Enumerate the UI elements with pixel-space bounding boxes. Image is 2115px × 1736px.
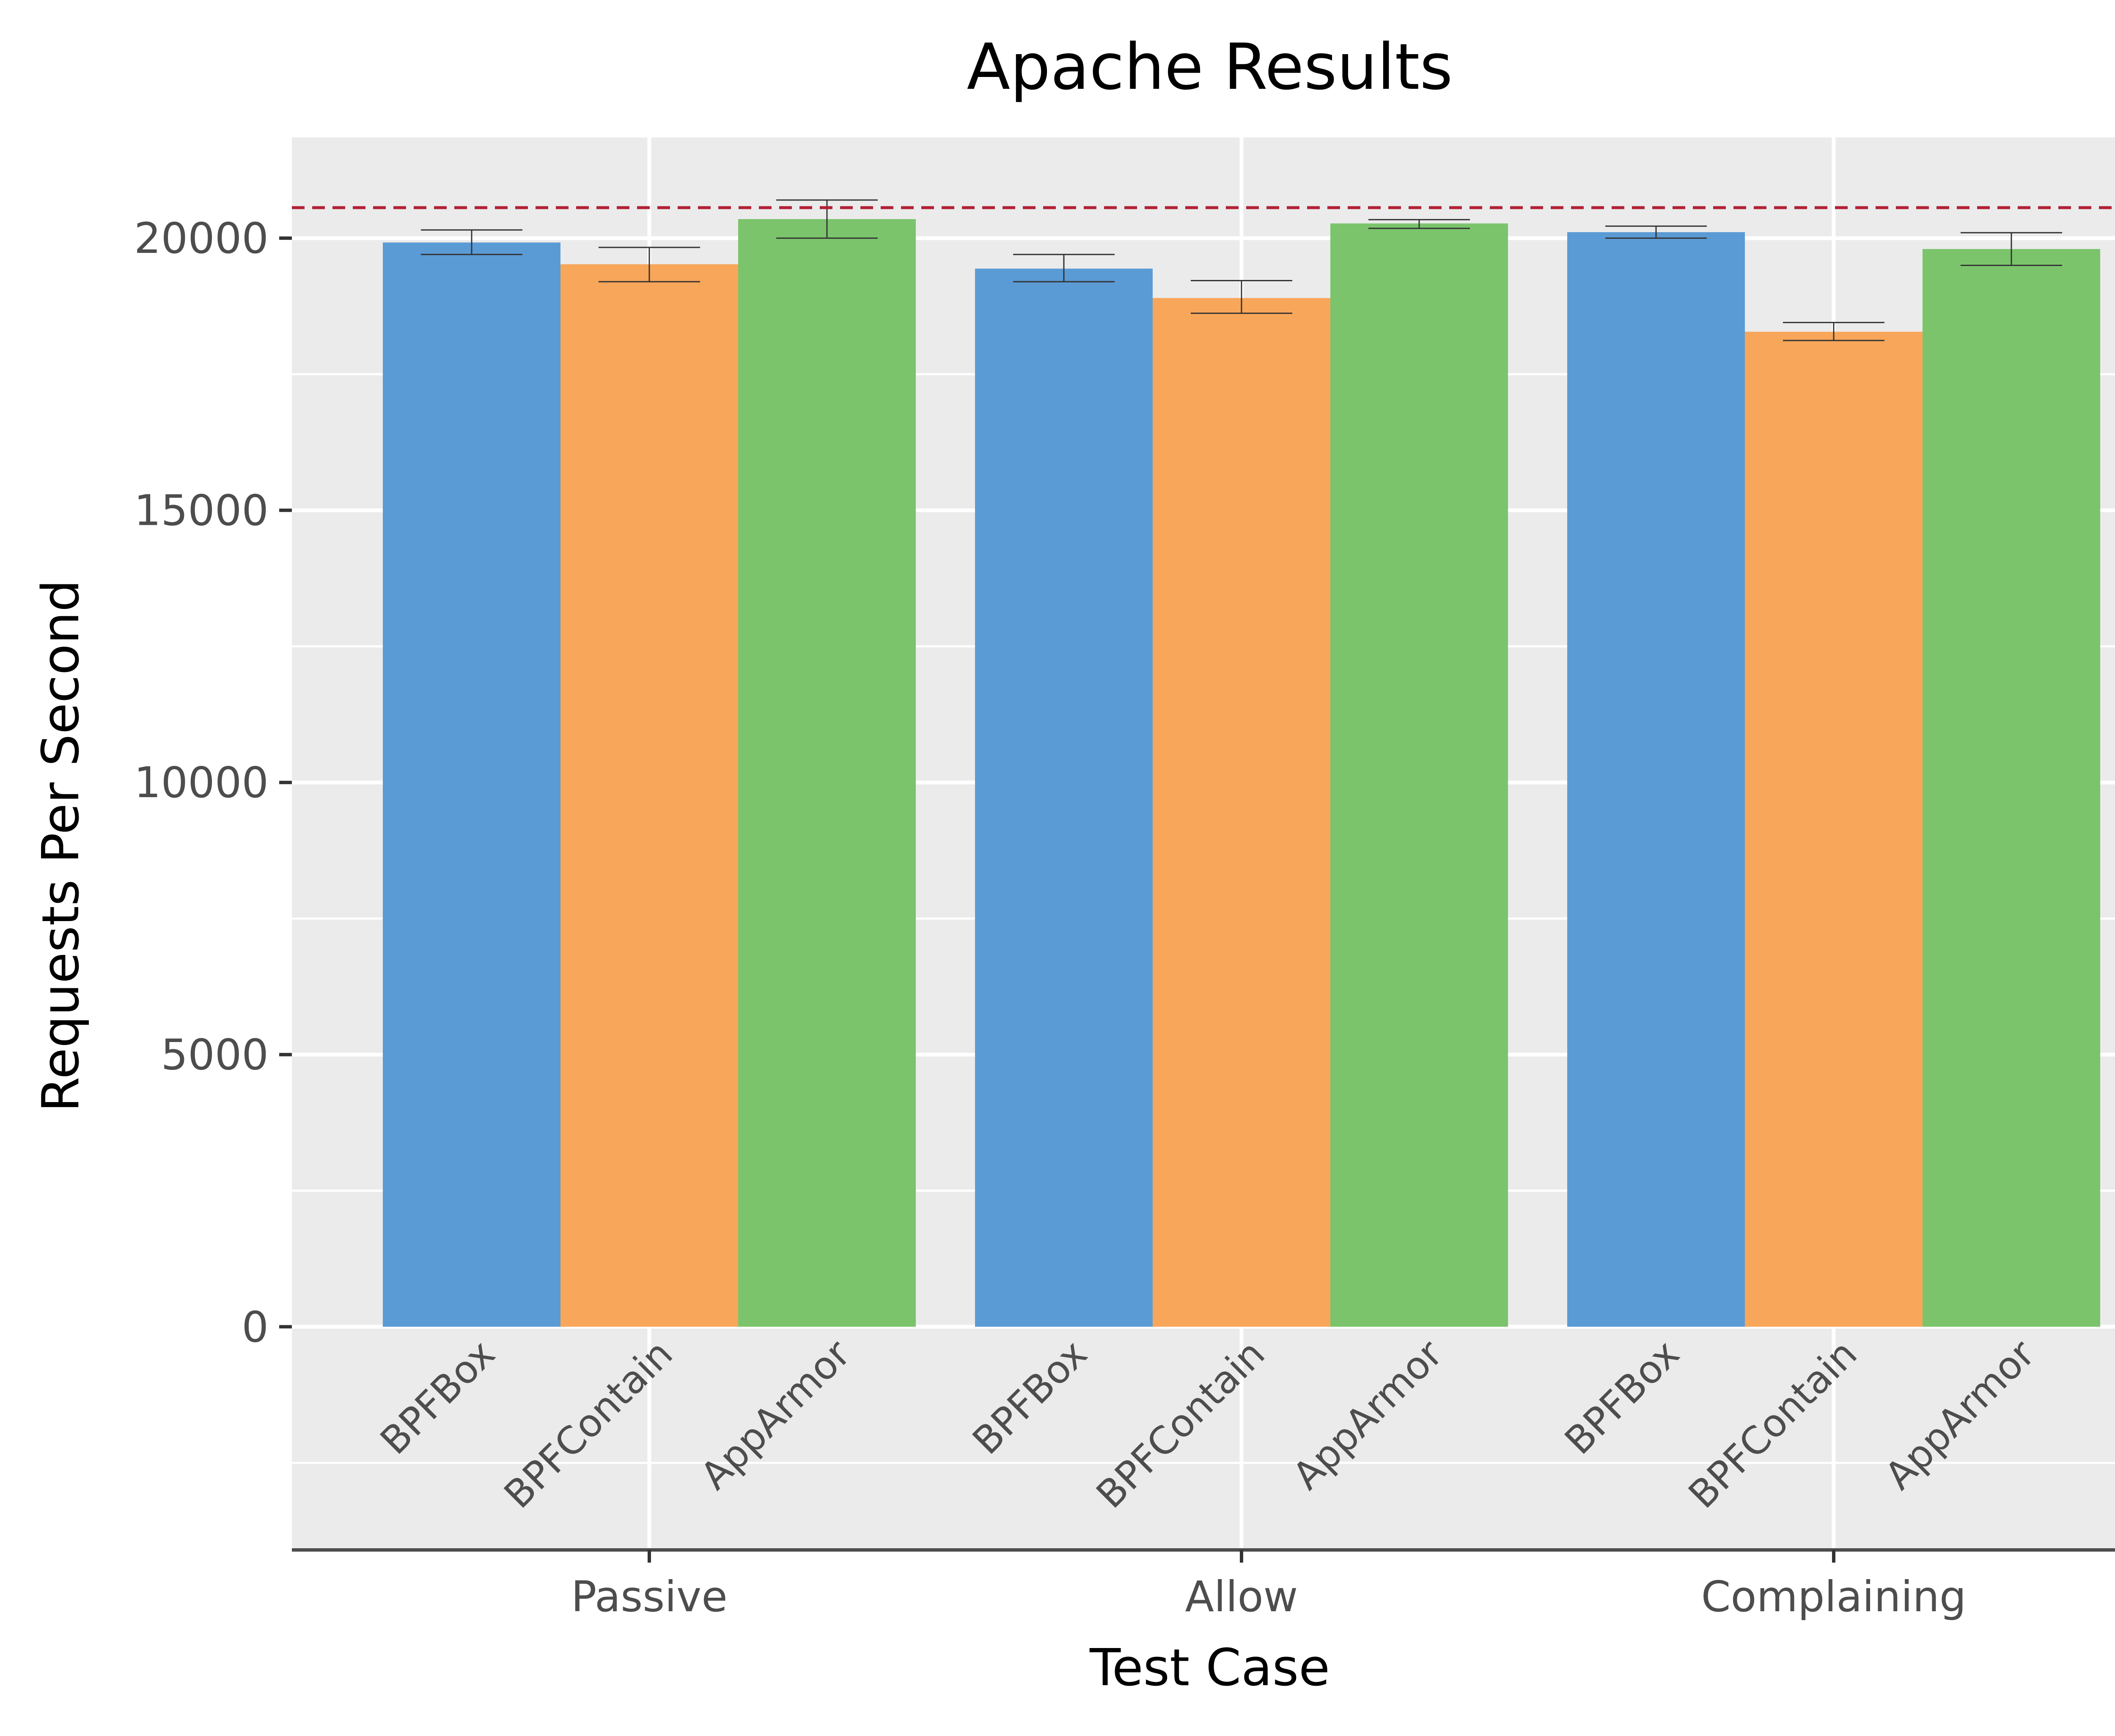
bar-bpfcontain-allow (1153, 298, 1330, 1327)
bar-bpfbox-allow (975, 269, 1153, 1327)
y-tick-label: 15000 (134, 486, 269, 535)
y-tick-label: 10000 (134, 758, 269, 807)
x-tick-label: Complaining (1701, 1572, 1967, 1621)
bar-bpfbox-passive (383, 242, 560, 1327)
bar-bpfcontain-passive (560, 264, 738, 1327)
y-tick-label: 0 (242, 1302, 269, 1352)
bars (383, 219, 2100, 1327)
x-tick-label: Passive (571, 1572, 728, 1621)
y-tick-label: 20000 (134, 214, 269, 263)
error-bars (421, 199, 2062, 341)
bar-apparmor-complaining (1923, 249, 2100, 1327)
y-tick-label: 5000 (161, 1030, 269, 1080)
chart-title: Apache Results (967, 30, 1453, 104)
x-axis-title: Test Case (1089, 1639, 1330, 1698)
axes (279, 236, 2115, 1563)
bar-apparmor-passive (738, 219, 916, 1327)
y-axis-title: Requests Per Second (32, 579, 91, 1112)
bar-apparmor-allow (1330, 223, 1508, 1327)
bar-bpfbox-complaining (1567, 232, 1745, 1327)
bar-bpfcontain-complaining (1745, 332, 1923, 1327)
x-tick-label: Allow (1185, 1572, 1298, 1621)
